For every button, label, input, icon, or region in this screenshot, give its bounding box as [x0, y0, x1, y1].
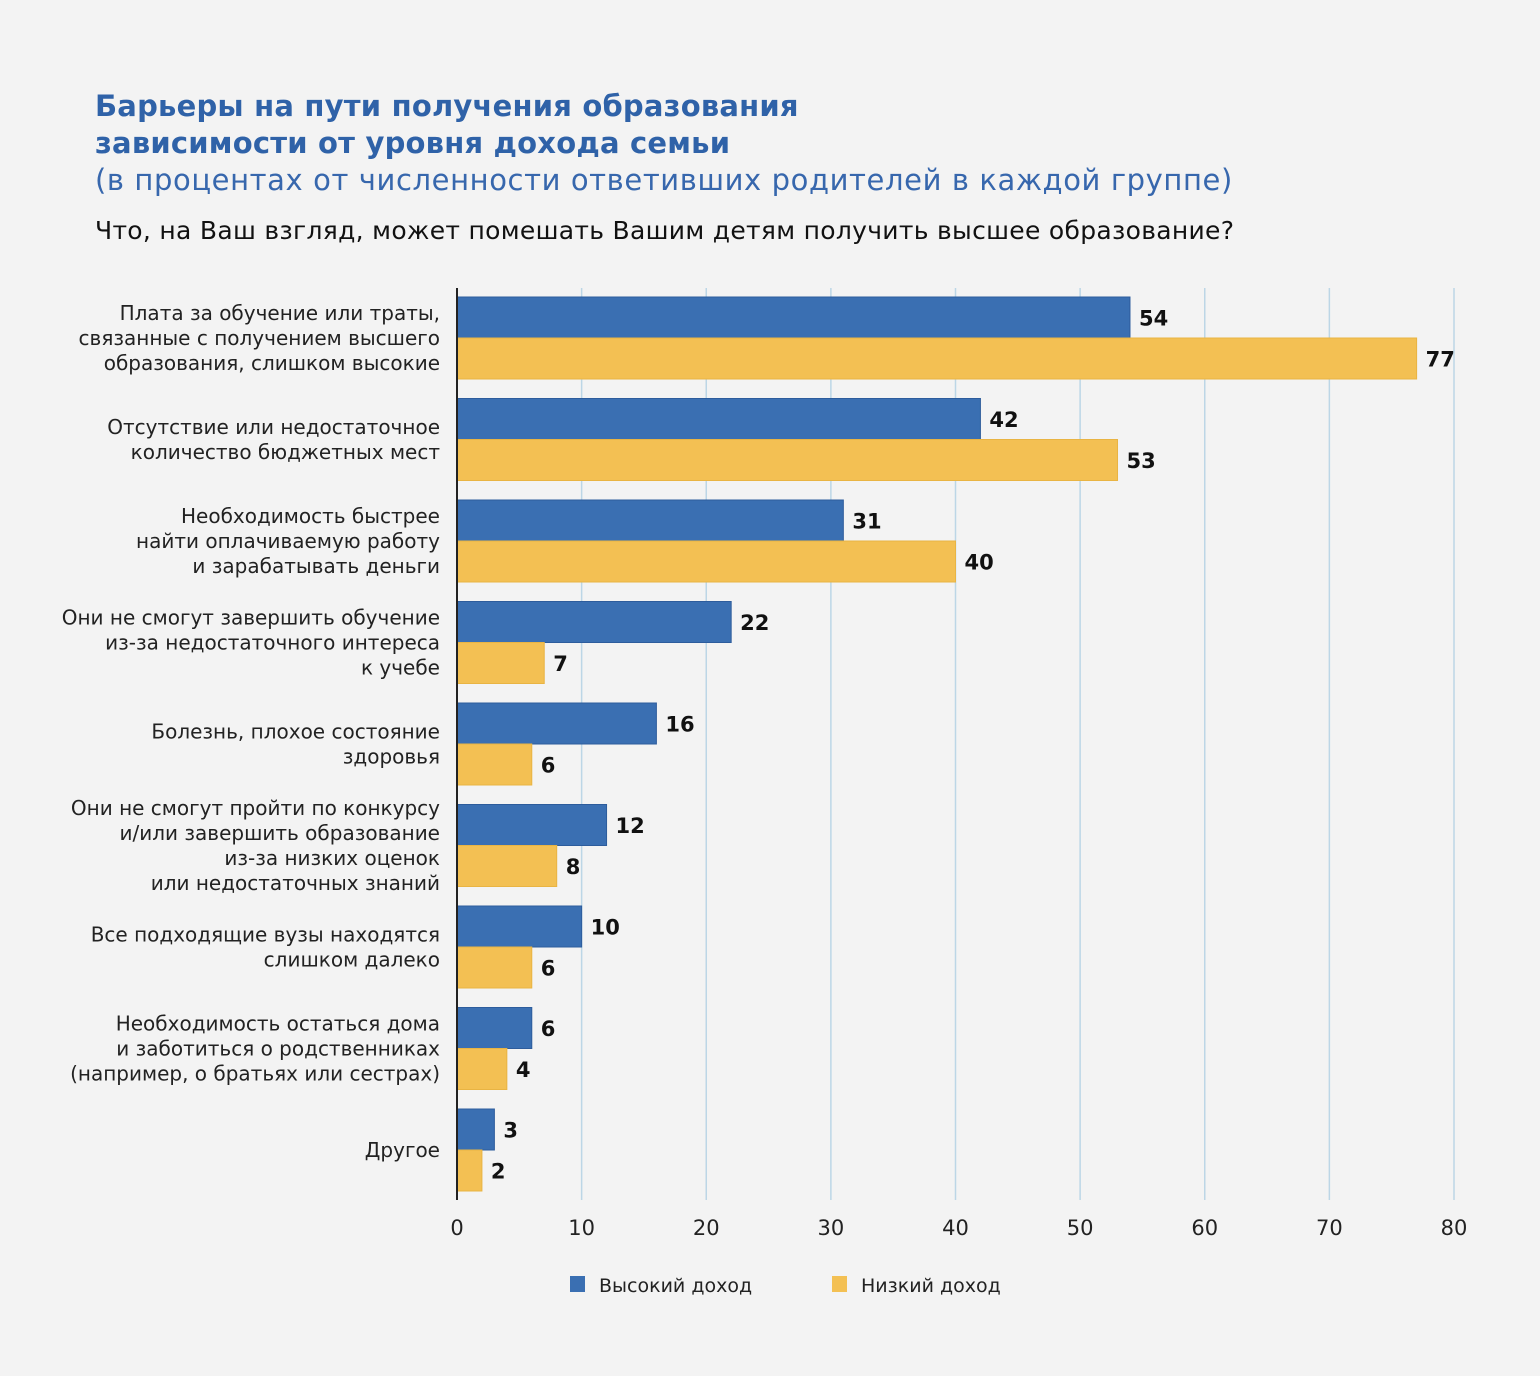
- bar-low-income: [456, 439, 1119, 481]
- survey-question: Что, на Ваш взгляд, может помешать Вашим…: [95, 216, 1235, 245]
- bar-high-income: [456, 499, 844, 542]
- x-tick-label: 70: [1316, 1216, 1343, 1240]
- x-tick-label: 20: [693, 1216, 720, 1240]
- category-label-line: Необходимость быстрее: [181, 504, 440, 528]
- value-label: 10: [591, 916, 620, 940]
- legend-swatch-low-income: [832, 1276, 847, 1292]
- value-label: 77: [1426, 348, 1455, 372]
- bar-high-income: [456, 1007, 533, 1049]
- category-label-line: Необходимость остаться дома: [116, 1012, 440, 1036]
- x-tick-label: 50: [1067, 1216, 1094, 1240]
- category-label-line: Плата за обучение или траты,: [120, 301, 440, 325]
- x-tick-label: 40: [942, 1216, 969, 1240]
- category-label-line: из-за недостаточного интереса: [105, 631, 440, 655]
- category-label: Другое: [365, 1138, 440, 1162]
- bar-high-income: [456, 1108, 495, 1151]
- category-label: Отсутствие или недостаточное количество б…: [107, 415, 440, 464]
- category-label-line: или недостаточных знаний: [151, 871, 440, 895]
- value-label: 42: [989, 408, 1018, 432]
- category-label: Плата за обучение или траты, связанные с …: [79, 301, 440, 375]
- value-label: 40: [965, 551, 994, 575]
- category-label: Необходимость остаться дома и заботиться …: [70, 1012, 440, 1086]
- bar-low-income: [456, 743, 533, 786]
- bar-low-income: [456, 1149, 483, 1192]
- category-label: Они не смогут пройти по конкурсу и/или за…: [71, 796, 440, 895]
- category-label-line: найти оплачиваемую работу: [136, 529, 440, 553]
- value-label: 22: [740, 611, 769, 635]
- value-label: 2: [491, 1160, 506, 1184]
- bar-high-income: [456, 702, 657, 745]
- bar-high-income: [456, 601, 732, 643]
- legend-swatch-high-income: [570, 1276, 585, 1292]
- value-label: 4: [516, 1058, 531, 1082]
- x-tick-label: 0: [450, 1216, 463, 1240]
- bar-high-income: [456, 905, 583, 948]
- value-label: 7: [553, 652, 568, 676]
- value-label: 16: [665, 713, 694, 737]
- bar-low-income: [456, 540, 956, 583]
- value-label: 6: [541, 754, 556, 778]
- bar-low-income: [456, 946, 533, 989]
- category-label-line: и заботиться о родственниках: [116, 1037, 440, 1061]
- x-tick-label: 60: [1191, 1216, 1218, 1240]
- value-label: 53: [1127, 449, 1156, 473]
- bar-high-income: [456, 804, 608, 846]
- value-label: 3: [503, 1119, 518, 1143]
- value-label: 6: [541, 957, 556, 981]
- legend: Высокий доход Низкий доход: [570, 1275, 1001, 1297]
- category-label-line: связанные с получением высшего: [79, 326, 440, 350]
- x-tick-label: 80: [1441, 1216, 1468, 1240]
- chart-title: Барьеры на пути получения образования за…: [95, 88, 799, 162]
- category-label-line: количество бюджетных мест: [131, 440, 441, 464]
- category-label-line: из-за низких оценок: [224, 846, 440, 870]
- category-label-line: слишком далеко: [264, 948, 440, 972]
- bar-high-income: [456, 398, 981, 440]
- value-label: 12: [616, 814, 645, 838]
- category-label-line: Они не смогут завершить обучение: [62, 606, 440, 630]
- x-tick-label: 10: [568, 1216, 595, 1240]
- category-label: Необходимость быстрее найти оплачиваемую …: [136, 504, 440, 578]
- category-label: Болезнь, плохое состояние здоровья: [151, 720, 440, 769]
- category-label-line: и/или завершить образование: [120, 821, 440, 845]
- bar-low-income: [456, 1048, 508, 1090]
- category-label-line: Другое: [365, 1138, 440, 1162]
- bar-low-income: [456, 642, 545, 684]
- bars: [456, 296, 1418, 1192]
- value-label: 8: [566, 855, 581, 879]
- bar-low-income: [456, 337, 1418, 380]
- value-label: 6: [541, 1017, 556, 1041]
- category-label-line: образования, слишком высокие: [104, 351, 440, 375]
- chart-title-line-1: Барьеры на пути получения образования: [95, 89, 799, 123]
- value-label: 54: [1139, 307, 1168, 331]
- chart-subtitle: (в процентах от численности ответивших р…: [95, 163, 1233, 197]
- category-label-line: к учебе: [361, 656, 440, 680]
- chart-title-line-2: зависимости от уровня дохода семьи: [95, 126, 731, 160]
- x-tick-labels: 0 10 20 30 40 50 60 70 80: [450, 1216, 1467, 1240]
- category-label-line: Они не смогут пройти по конкурсу: [71, 796, 440, 820]
- legend-label-high-income: Высокий доход: [599, 1275, 752, 1297]
- category-label-line: (например, о братьях или сестрах): [70, 1062, 440, 1086]
- category-label: Все подходящие вузы находятся слишком дал…: [91, 923, 440, 972]
- category-labels: Плата за обучение или траты, связанные с …: [62, 301, 441, 1162]
- value-label: 31: [852, 510, 881, 534]
- x-tick-label: 30: [818, 1216, 845, 1240]
- category-label-line: и зарабатывать деньги: [192, 554, 440, 578]
- category-label-line: Болезнь, плохое состояние: [151, 720, 440, 744]
- bar-high-income: [456, 296, 1131, 339]
- category-label-line: Все подходящие вузы находятся: [91, 923, 440, 947]
- bar-low-income: [456, 845, 558, 887]
- category-label-line: здоровья: [343, 745, 440, 769]
- category-label-line: Отсутствие или недостаточное: [107, 415, 440, 439]
- category-label: Они не смогут завершить обучение из-за не…: [62, 606, 440, 680]
- legend-label-low-income: Низкий доход: [861, 1275, 1001, 1297]
